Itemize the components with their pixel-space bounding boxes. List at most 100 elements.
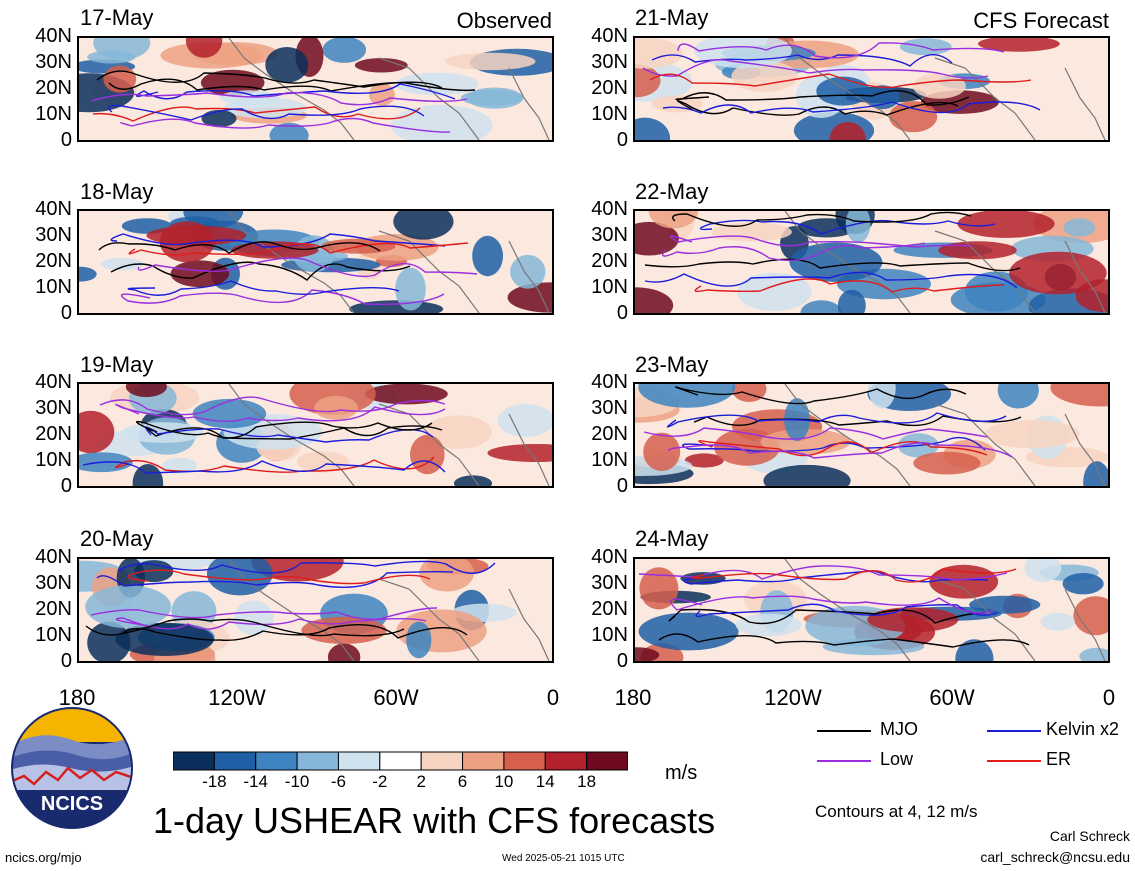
lat-label: 30N: [591, 572, 628, 594]
lat-label: 10N: [591, 103, 628, 125]
panel-date-label: 21-May: [635, 5, 709, 30]
lat-label: 0: [60, 650, 72, 672]
lat-label: 40N: [35, 546, 72, 568]
colorbar-tick-label: -10: [284, 772, 310, 791]
lat-label: 0: [616, 302, 628, 324]
colorbar-tick-label: -2: [372, 772, 388, 791]
lat-label: 40N: [35, 371, 72, 393]
lon-label-180: 180: [614, 685, 652, 710]
lon-label-180: 180: [58, 685, 96, 710]
lon-label-0: 0: [1102, 685, 1116, 710]
colorbar-tick-label: -18: [202, 772, 227, 791]
lat-label: 0: [616, 129, 628, 151]
lat-label: 10N: [35, 276, 72, 298]
lat-label: 20N: [35, 598, 72, 620]
legend-low-label: Low: [880, 749, 914, 769]
legend-er-label: ER: [1046, 749, 1072, 769]
lat-label: 10N: [591, 449, 628, 471]
observed-label: Observed: [456, 8, 552, 33]
colorbar-swatch: [420, 751, 464, 771]
lon-label-120w: 120W: [764, 685, 822, 710]
lat-label: 0: [616, 475, 628, 497]
colorbar-tick-label: 14: [535, 772, 555, 791]
footer-author: Carl Schreck: [1049, 828, 1130, 844]
lat-label: 30N: [591, 51, 628, 73]
panel-date-label: 23-May: [635, 352, 709, 377]
lat-label: 40N: [591, 25, 628, 47]
footer-timestamp: Wed 2025-05-21 1015 UTC: [502, 853, 625, 864]
lat-label: 30N: [35, 572, 72, 594]
legend-kelvin-label: Kelvin x2: [1046, 719, 1120, 739]
colorbar-swatch: [255, 751, 298, 771]
colorbar-tick-label: -6: [330, 772, 347, 791]
shear-map-panel: [77, 36, 554, 142]
legend-mjo-line: [817, 730, 871, 732]
legend-low-line: [817, 760, 871, 762]
legend-mjo-label: MJO: [880, 719, 918, 739]
footer-email: carl_schreck@ncsu.edu: [980, 849, 1130, 865]
lat-label: 0: [616, 650, 628, 672]
colorbar-swatch: [462, 751, 505, 771]
legend-kelvin-line: [987, 730, 1041, 732]
lat-label: 40N: [591, 198, 628, 220]
lon-label-0: 0: [546, 685, 560, 710]
shear-map-panel: [633, 209, 1110, 315]
lat-label: 30N: [591, 224, 628, 246]
panel-date-label: 19-May: [80, 352, 154, 377]
colorbar-swatch: [296, 751, 339, 771]
colorbar-tick-label: -14: [243, 772, 268, 791]
panel-date-label: 20-May: [80, 526, 154, 551]
shear-map-panel: [77, 209, 554, 315]
lat-label: 20N: [35, 77, 72, 99]
lat-label: 20N: [35, 250, 72, 272]
panel-date-label: 24-May: [635, 526, 709, 551]
shear-map-panel: [77, 557, 554, 663]
colorbar-tick-label: 18: [577, 772, 597, 791]
colorbar-swatch: [544, 751, 588, 771]
shear-map-panel: [633, 382, 1110, 488]
colorbar-tick-label: 6: [457, 772, 468, 791]
colorbar-swatch: [172, 751, 215, 771]
colorbar-swatch: [586, 751, 629, 771]
panel-date-label: 17-May: [80, 5, 154, 30]
lon-label-60w: 60W: [373, 685, 419, 710]
lat-label: 10N: [591, 276, 628, 298]
lat-label: 30N: [35, 397, 72, 419]
lat-label: 30N: [35, 51, 72, 73]
lon-label-120w: 120W: [208, 685, 266, 710]
logo-text: NCICS: [41, 793, 103, 815]
lat-label: 10N: [591, 624, 628, 646]
shear-map-panel: [633, 36, 1110, 142]
lat-label: 10N: [35, 449, 72, 471]
forecast-label: CFS Forecast: [973, 8, 1109, 33]
lat-label: 40N: [591, 371, 628, 393]
lat-label: 30N: [35, 224, 72, 246]
colorbar-swatch: [379, 751, 422, 771]
units-label: m/s: [665, 762, 698, 784]
lat-label: 40N: [35, 25, 72, 47]
lat-label: 0: [60, 475, 72, 497]
shear-map-panel: [633, 557, 1110, 663]
lat-label: 30N: [591, 397, 628, 419]
panel-date-label: 22-May: [635, 179, 709, 204]
ncics-logo: NCICS: [10, 706, 134, 835]
colorbar-swatch: [503, 751, 546, 771]
shear-map-panel: [77, 382, 554, 488]
contour-note: Contours at 4, 12 m/s: [815, 802, 978, 821]
lat-label: 20N: [35, 423, 72, 445]
lat-label: 0: [60, 302, 72, 324]
panel-date-label: 18-May: [80, 179, 154, 204]
lat-label: 0: [60, 129, 72, 151]
lat-label: 20N: [591, 77, 628, 99]
colorbar-tick-label: 10: [494, 772, 514, 791]
lat-label: 20N: [591, 250, 628, 272]
lat-label: 20N: [591, 598, 628, 620]
lon-label-60w: 60W: [929, 685, 975, 710]
colorbar-tick-label: 2: [416, 772, 426, 791]
lat-label: 40N: [591, 546, 628, 568]
lat-label: 10N: [35, 103, 72, 125]
colorbar-swatch: [337, 751, 381, 771]
lat-label: 40N: [35, 198, 72, 220]
figure-title: 1-day USHEAR with CFS forecasts: [153, 800, 716, 841]
footer-url: ncics.org/mjo: [5, 850, 82, 865]
